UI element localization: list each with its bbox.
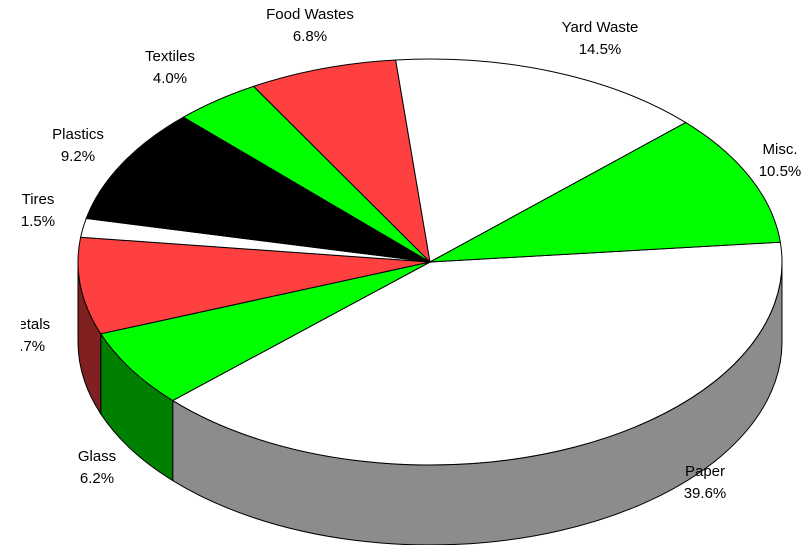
slice-label: Misc.: [763, 141, 798, 158]
slice-value-label: 39.6%: [684, 485, 727, 502]
slice-value-label: 6.8%: [293, 28, 327, 45]
slice-label: Metals: [6, 316, 50, 333]
slice-label: Paper: [685, 463, 725, 480]
slice: [429, 121, 781, 263]
slice-label: Plastics: [52, 126, 104, 143]
slice-value-label: 14.5%: [579, 41, 622, 58]
slice: [77, 236, 431, 335]
slice: [171, 241, 783, 466]
plot: Paper 39.6% Glass 6.2% Metals 7.7% Tires 1.5% Pl…: [6, 6, 802, 545]
slice-label: Food Wastes: [266, 6, 354, 23]
slice: [395, 58, 687, 263]
slice-label: Glass: [78, 448, 116, 465]
slice: [252, 59, 431, 264]
slice: [85, 116, 431, 263]
slice-label: Textiles: [145, 48, 195, 65]
slice-value-label: 1.5%: [21, 213, 55, 230]
slice-value-label: 6.2%: [80, 470, 114, 487]
slice-value-label: 10.5%: [759, 163, 802, 180]
slice-value-label: 9.2%: [61, 148, 95, 165]
slice-value-label: 7.7%: [11, 338, 45, 355]
slice-label: Tires: [22, 191, 55, 208]
slice-value-label: 4.0%: [153, 70, 187, 87]
slice-label: Yard Waste: [562, 19, 639, 36]
slice: [99, 261, 431, 402]
